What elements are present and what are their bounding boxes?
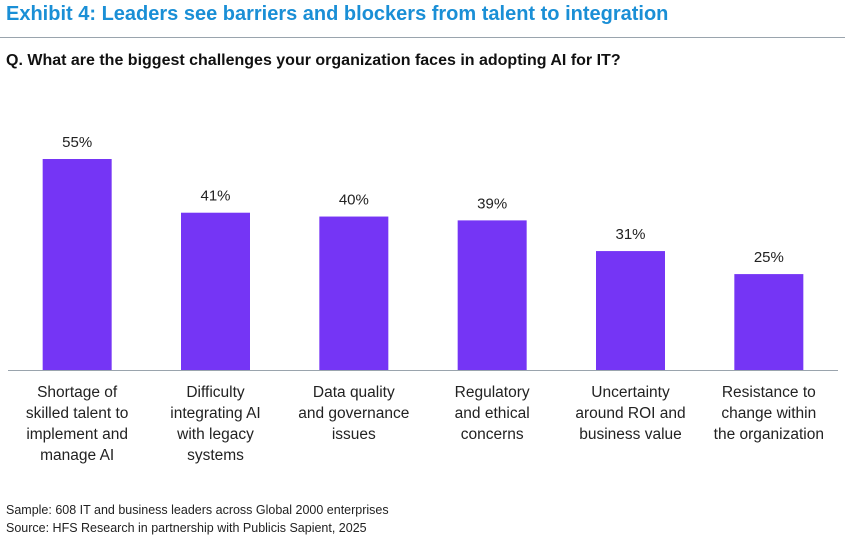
survey-question: Q. What are the biggest challenges your … — [6, 52, 621, 69]
footer-source: Source: HFS Research in partnership with… — [6, 521, 367, 535]
category-label-line: Resistance to — [722, 384, 816, 401]
bar — [42, 159, 112, 370]
category-label-line: the organization — [714, 426, 824, 443]
category-label-line: issues — [332, 426, 376, 443]
category-label-line: around ROI and — [575, 405, 685, 422]
footer-sample: Sample: 608 IT and business leaders acro… — [6, 503, 389, 517]
category-label-line: Regulatory — [455, 384, 530, 401]
category-label-line: with legacy — [176, 426, 254, 443]
category-label-line: Shortage of — [37, 384, 118, 401]
category-label-line: skilled talent to — [26, 405, 129, 422]
data-label: 55% — [62, 134, 92, 151]
data-label: 25% — [754, 249, 784, 266]
title-divider — [0, 37, 845, 38]
category-label: Difficulty integrating AI with legacy syste… — [170, 384, 260, 464]
category-label: Uncertainty around ROI and business value — [575, 384, 685, 443]
bar — [457, 220, 527, 370]
category-label-line: Difficulty — [186, 384, 245, 401]
bar — [181, 212, 250, 370]
category-label: Regulatory and ethical concerns — [455, 384, 530, 443]
category-label-line: implement and — [26, 426, 128, 443]
category-label-line: integrating AI — [170, 405, 260, 422]
category-label: Shortage of skilled talent to implement an… — [26, 384, 129, 464]
category-label-line: manage AI — [40, 447, 114, 464]
bar — [734, 274, 804, 370]
category-label-line: concerns — [461, 426, 524, 443]
category-label-line: Data quality — [313, 384, 395, 401]
category-label: Data quality and governance issues — [298, 384, 409, 443]
category-label-line: change within — [721, 405, 816, 422]
data-label: 39% — [477, 195, 507, 212]
category-label-line: business value — [579, 426, 682, 443]
category-label-line: and ethical — [455, 405, 530, 422]
category-label: Resistance to change within the organizati… — [714, 384, 824, 443]
exhibit-title: Exhibit 4: Leaders see barriers and bloc… — [6, 3, 669, 25]
bar — [319, 216, 389, 370]
data-label: 41% — [200, 188, 230, 205]
bar — [596, 251, 665, 370]
data-label: 40% — [339, 192, 369, 209]
category-label-line: systems — [187, 447, 244, 464]
data-label: 31% — [615, 226, 645, 243]
category-label-line: Uncertainty — [591, 384, 670, 401]
category-label-line: and governance — [298, 405, 409, 422]
